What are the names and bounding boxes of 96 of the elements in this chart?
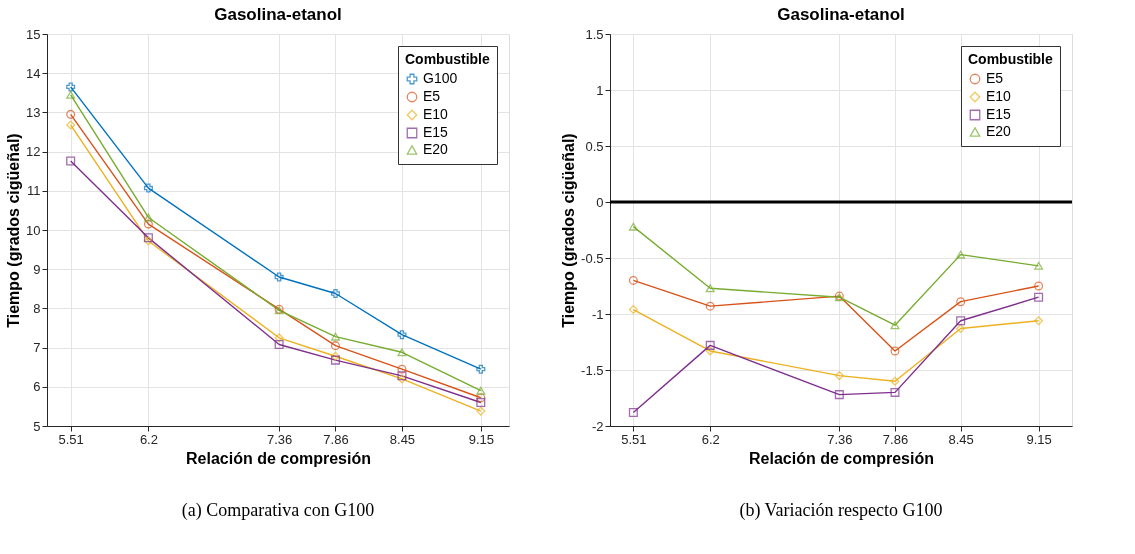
point	[397, 364, 407, 374]
point	[330, 355, 340, 365]
x-tick-label: 7.86	[323, 431, 349, 447]
y-tick-label: -1	[591, 306, 604, 322]
x-tick-label: 8.45	[948, 431, 974, 447]
point	[628, 305, 638, 315]
y-tick-label: 6	[33, 379, 41, 395]
legend-label: G100	[423, 70, 458, 86]
point	[705, 346, 715, 356]
y-axis-title: Tiempo (grados cigüeñal)	[560, 133, 578, 328]
point	[143, 219, 153, 229]
x-tick-label: 6.2	[701, 431, 720, 447]
point	[66, 90, 76, 99]
point	[476, 364, 486, 374]
y-tick-label: 11	[27, 183, 41, 199]
point	[476, 406, 486, 416]
y-axis-title: Tiempo (grados cigüeñal)	[5, 133, 23, 328]
legend-label: E10	[986, 88, 1012, 104]
y-tick-label: -0.5	[581, 250, 604, 266]
point	[143, 183, 153, 193]
y-tick-label: 5	[33, 418, 41, 434]
point	[66, 120, 76, 130]
legend-label: E15	[986, 106, 1012, 122]
point	[628, 408, 638, 418]
y-tick-label: 9	[33, 261, 41, 277]
y-tick-label: -2	[591, 418, 604, 434]
point	[66, 82, 76, 92]
legend-label: E10	[423, 106, 449, 122]
point	[1034, 261, 1044, 270]
x-tick-label: 7.36	[827, 431, 853, 447]
point	[330, 341, 340, 351]
point	[956, 250, 966, 259]
point	[1034, 316, 1044, 326]
y-tick-label: 0.5	[585, 138, 604, 154]
point	[66, 156, 76, 166]
x-axis-title: Relación de compresión	[749, 449, 934, 467]
x-tick-label: 5.51	[621, 431, 647, 447]
y-tick-label: -1.5	[581, 362, 604, 378]
point	[397, 330, 407, 340]
point	[330, 288, 340, 299]
chart-title: Gasolina-etanol	[777, 5, 905, 24]
point	[956, 316, 966, 326]
x-tick-label: 6.2	[139, 431, 158, 447]
point	[330, 351, 340, 361]
point	[274, 339, 284, 349]
point	[890, 387, 900, 397]
legend-title: Combustible	[968, 51, 1053, 67]
point	[834, 371, 844, 381]
y-tick-label: 15	[26, 26, 41, 42]
legend-label: E20	[986, 123, 1012, 139]
point	[890, 346, 900, 356]
legend-title: Combustible	[405, 51, 490, 67]
point	[1034, 281, 1044, 291]
point	[956, 297, 966, 307]
y-tick-label: 1	[596, 82, 604, 98]
y-tick-label: 14	[26, 65, 41, 81]
x-tick-label: 9.15	[1026, 431, 1052, 447]
x-tick-label: 5.51	[58, 431, 84, 447]
y-tick-label: 7	[33, 340, 41, 356]
point	[705, 301, 715, 311]
y-tick-label: 10	[26, 222, 41, 238]
x-axis-title: Relación de compresión	[186, 449, 371, 467]
point	[628, 222, 638, 231]
legend-label: E20	[423, 141, 449, 157]
y-tick-label: 8	[33, 300, 41, 316]
legend-label: E15	[423, 124, 449, 140]
point	[705, 284, 715, 293]
point	[890, 376, 900, 386]
x-tick-label: 9.15	[468, 431, 494, 447]
point	[274, 333, 284, 343]
legend-label: E5	[423, 88, 441, 104]
point	[143, 213, 153, 222]
point	[476, 397, 486, 407]
text: (a) Comparativa con G100	[181, 500, 375, 521]
chart-title: Gasolina-etanol	[214, 5, 342, 24]
point	[66, 109, 76, 119]
y-tick-label: 0	[596, 194, 604, 210]
legend-label: E5	[986, 70, 1004, 86]
point	[397, 348, 407, 357]
text: (b) Variación respecto G100	[739, 500, 943, 521]
point	[956, 324, 966, 334]
point	[330, 332, 340, 341]
point	[834, 390, 844, 400]
y-tick-label: 12	[26, 144, 41, 160]
point	[476, 393, 486, 403]
y-tick-label: 1.5	[585, 26, 604, 42]
x-tick-label: 7.36	[266, 431, 293, 447]
point	[628, 275, 638, 285]
x-tick-label: 7.86	[882, 431, 909, 447]
point	[274, 272, 284, 282]
point	[890, 321, 900, 330]
point	[705, 340, 715, 350]
point	[1034, 292, 1044, 302]
x-tick-label: 8.45	[389, 431, 416, 447]
point	[476, 386, 486, 395]
y-tick-label: 13	[26, 104, 41, 120]
